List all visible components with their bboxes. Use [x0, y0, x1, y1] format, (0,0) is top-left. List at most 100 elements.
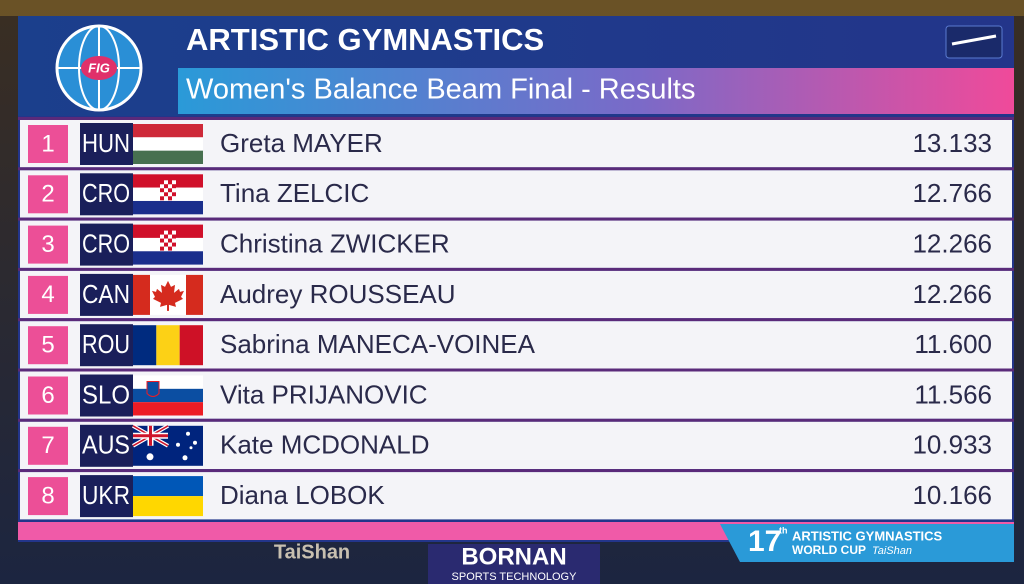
- rank: 5: [41, 332, 54, 359]
- flag: [133, 124, 203, 164]
- flag-stripe: [179, 325, 203, 366]
- flag-stripe: [133, 150, 203, 164]
- flag-shield: [168, 234, 172, 239]
- row-separator: [18, 267, 1014, 271]
- country-code: CAN: [82, 279, 130, 309]
- score: 11.600: [914, 329, 992, 359]
- event-suffix: th: [779, 525, 788, 535]
- rank: 1: [41, 130, 54, 157]
- sponsor-board: [428, 544, 600, 584]
- rank: 6: [41, 382, 54, 409]
- subtitle-band: [178, 68, 1014, 114]
- flag-shield: [164, 188, 168, 193]
- athlete-name: Greta MAYER: [220, 128, 383, 158]
- title: ARTISTIC GYMNASTICS: [186, 22, 544, 57]
- athlete-name: Kate MCDONALD: [220, 430, 430, 460]
- rank-box: [28, 376, 68, 415]
- flag-shield: [168, 192, 172, 197]
- flag-star: [176, 442, 180, 447]
- flag-shield: [172, 234, 176, 239]
- flag-shield: [172, 188, 176, 193]
- flag-stripe: [156, 325, 180, 366]
- rank: 2: [41, 181, 54, 208]
- country-box: [80, 173, 133, 216]
- apparatus-icon: [945, 25, 1003, 59]
- flag-stripe: [133, 274, 150, 315]
- row-separator: [18, 418, 1014, 422]
- flag-shield: [160, 188, 164, 193]
- flag: [133, 174, 203, 215]
- flag-shield: [160, 230, 164, 235]
- flag-stripe: [133, 388, 203, 403]
- event-banner: [720, 524, 1014, 562]
- flag-stripe: [186, 274, 203, 315]
- flag: [133, 224, 203, 265]
- row-separator: [18, 167, 1014, 171]
- flag-shield: [160, 196, 164, 201]
- rank: 3: [41, 231, 54, 258]
- flag: [133, 476, 203, 517]
- score: 12.266: [912, 228, 992, 258]
- flag-shield: [164, 234, 168, 239]
- flag-stripe: [133, 325, 157, 366]
- flag-leaf: [152, 280, 184, 311]
- flag-star: [189, 446, 193, 450]
- flag-shield: [146, 381, 160, 397]
- flag-union: [133, 425, 168, 446]
- flag-shield: [164, 242, 168, 247]
- result-row: 6 SLO Vita PRIJANOVIC 11.566: [18, 368, 1014, 419]
- row-separator: [18, 318, 1014, 322]
- country-box: [80, 475, 133, 518]
- venue-sign: TaiShan: [274, 541, 350, 563]
- row-separator: [18, 368, 1014, 372]
- flag-stripe: [133, 200, 203, 215]
- country-code: ROU: [82, 329, 130, 359]
- flag-shield: [160, 234, 164, 239]
- country-box: [80, 374, 133, 417]
- event-city: TaiShan: [872, 545, 912, 557]
- athlete-name: Audrey ROUSSEAU: [220, 279, 456, 309]
- event-line: WORLD CUP: [792, 543, 866, 557]
- flag-shield: [168, 196, 172, 201]
- flag-shield: [160, 184, 164, 189]
- flag-shield: [172, 192, 176, 197]
- flag-shield: [160, 192, 164, 197]
- event-number: 17: [748, 525, 781, 558]
- flag-shield: [168, 188, 172, 193]
- event-line: ARTISTIC GYMNASTICS: [792, 528, 943, 543]
- flag-shield: [160, 246, 164, 251]
- stands: [0, 0, 1024, 16]
- country-box: [80, 324, 133, 367]
- flag-star: [182, 455, 188, 461]
- row-separator: [18, 469, 1014, 473]
- result-row: 8 UKR Diana LOBOK 10.166: [18, 469, 1014, 520]
- rank: 7: [41, 432, 54, 459]
- flag-shield: [164, 196, 168, 201]
- flag-shield: [160, 238, 164, 243]
- sponsor: BORNAN: [461, 543, 566, 570]
- flag-star: [193, 440, 197, 445]
- flag-shield: [160, 180, 164, 185]
- flag-stripe: [133, 124, 203, 138]
- rank: 4: [41, 281, 54, 308]
- flag-shield: [172, 242, 176, 247]
- rank-box: [28, 225, 68, 264]
- athlete-name: Vita PRIJANOVIC: [220, 379, 428, 409]
- flag: [132, 424, 203, 466]
- result-row: 4 CAN Audrey ROUSSEAU 12.266: [18, 267, 1014, 319]
- result-row: 2 CRO Tina ZELCIC 12.766: [18, 167, 1014, 218]
- rank-box: [28, 125, 68, 163]
- flag-stripe: [133, 476, 203, 497]
- athlete-name: Tina ZELCIC: [220, 178, 369, 208]
- flag-shield: [172, 196, 176, 201]
- flag: [133, 274, 203, 315]
- flag-shield: [164, 192, 168, 197]
- flag-stripe: [133, 375, 203, 389]
- score: 10.933: [912, 430, 992, 460]
- country-box: [80, 273, 133, 316]
- athlete-name: Sabrina MANECA-VOINEA: [220, 329, 536, 359]
- flag-shield: [160, 242, 164, 247]
- row-separator: [18, 217, 1014, 221]
- score: 12.766: [912, 178, 992, 208]
